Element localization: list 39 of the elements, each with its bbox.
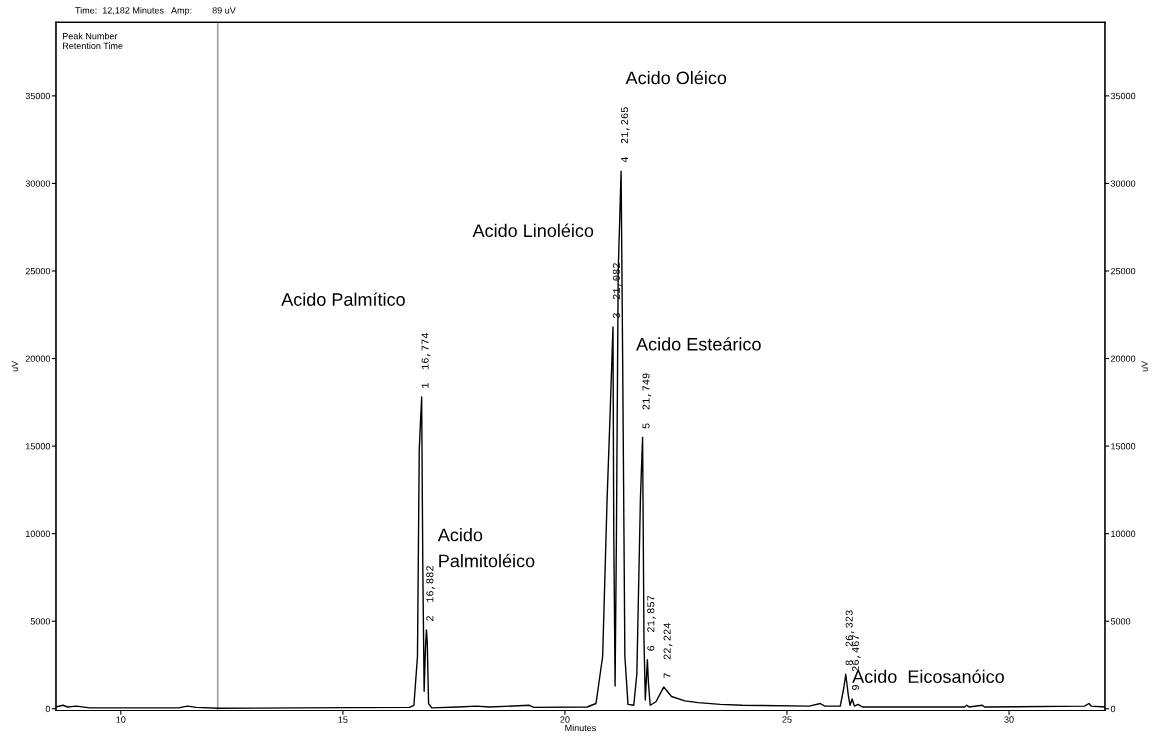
annotation: Acido Esteárico	[636, 337, 761, 351]
y-tick-label: 20000	[25, 355, 51, 362]
text: Time: 12,182 Minutes Amp: 89 uV	[75, 6, 236, 16]
annotation: 1 16,774	[421, 333, 431, 388]
y2-axis-title: uV	[1141, 360, 1148, 372]
x-tick-label: 25	[782, 716, 792, 723]
annotation: 4 21,265	[620, 107, 630, 163]
y2-tick-label: 5000	[1110, 618, 1131, 625]
annotation: 3 21,082	[612, 263, 622, 319]
y-tick-label: 15000	[26, 443, 51, 450]
y2-tick-label: 35000	[1110, 92, 1136, 100]
annotation: 6 21,857	[647, 595, 657, 651]
y2-tick-label: 30000	[1110, 180, 1136, 187]
x-tick-label: 20	[560, 716, 570, 723]
y2-tick-label: 0	[1110, 705, 1116, 713]
annotation: Acido Palmítico	[281, 292, 405, 306]
y2-tick-label: 25000	[1110, 267, 1136, 275]
x-tick-label: 15	[338, 716, 348, 723]
x-axis-title: Minutes	[565, 724, 596, 732]
y-tick-label: 5000	[30, 618, 51, 625]
annotation: Acido Oléico	[625, 70, 727, 85]
annotation: 2 16,882	[426, 566, 436, 621]
y-axis-title: uV	[11, 360, 18, 372]
annotation: 5 21,749	[642, 373, 652, 429]
y-tick-label: 25000	[25, 267, 51, 275]
annotation: Acido Eicosanóico	[852, 669, 1004, 684]
y-tick-label: 35000	[25, 92, 51, 100]
y-tick-label: 0	[45, 705, 51, 713]
annotation: Peak Number Retention Time	[63, 32, 123, 49]
y2-tick-label: 10000	[1111, 530, 1136, 538]
x-tick-label: 30	[1004, 716, 1014, 723]
y-tick-label: 30000	[25, 180, 51, 187]
y-tick-label: 10000	[26, 530, 51, 538]
x-tick-label: 10	[116, 716, 126, 723]
annotation: Acido Linoléico	[472, 223, 594, 238]
annotation: 7 22,224	[663, 622, 673, 678]
annotation: Acido Palmitoléico	[437, 528, 535, 568]
y2-tick-label: 15000	[1111, 443, 1136, 450]
y2-tick-label: 20000	[1110, 355, 1136, 362]
